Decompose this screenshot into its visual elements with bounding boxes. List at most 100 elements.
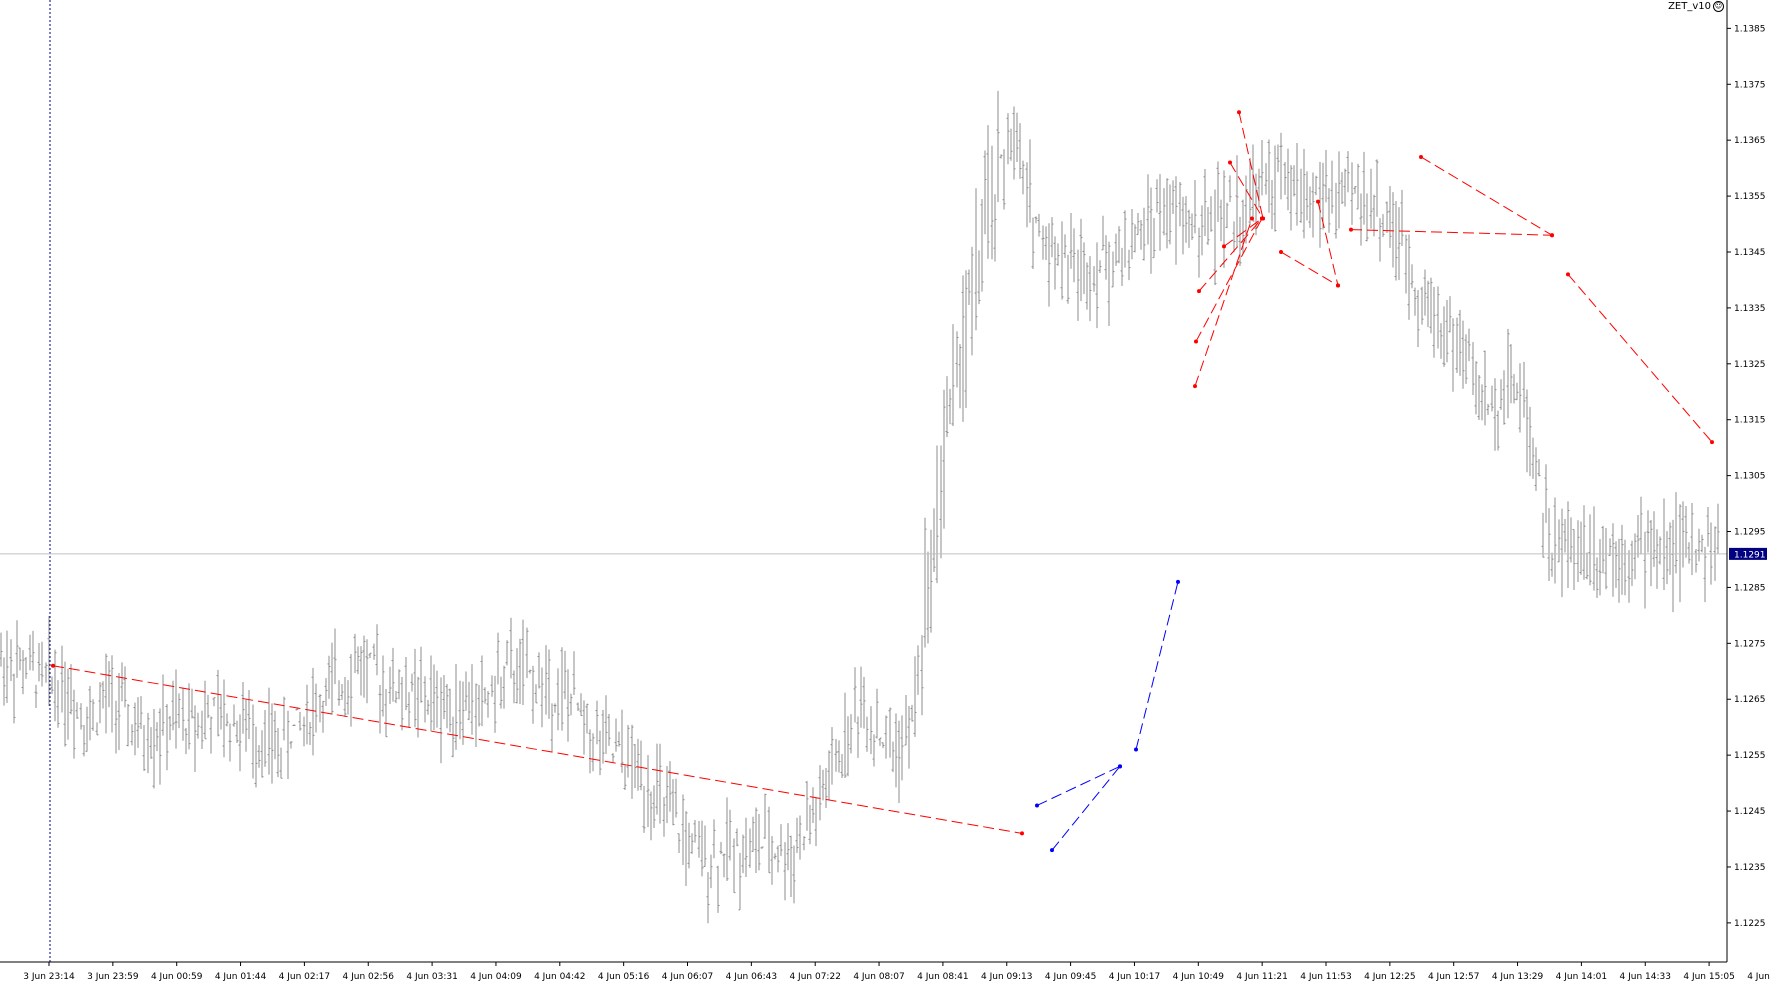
price-bar bbox=[1633, 533, 1637, 580]
price-bar bbox=[34, 684, 38, 709]
price-bar bbox=[617, 731, 621, 747]
time-axis[interactable]: 3 Jun 23:14 3 Jun 23:59 4 Jun 00:59 4 Jun 0… bbox=[0, 961, 1770, 982]
price-bar bbox=[958, 344, 962, 409]
time-tick-label: 4 Jun 08:07 bbox=[853, 972, 904, 982]
price-bar bbox=[1095, 242, 1099, 329]
price-bar bbox=[770, 836, 774, 885]
price-bar bbox=[540, 667, 544, 728]
price-bar bbox=[528, 669, 532, 674]
price-bar bbox=[620, 709, 624, 773]
price-bar bbox=[910, 704, 914, 722]
price-bar bbox=[703, 825, 707, 867]
price-bar bbox=[658, 743, 662, 824]
price-bar bbox=[1652, 511, 1656, 567]
price-bar bbox=[1286, 148, 1290, 211]
price-tick-label: 1.1385 bbox=[1734, 24, 1766, 34]
price-bar bbox=[859, 666, 863, 728]
price-bar bbox=[1407, 234, 1411, 320]
price-bar bbox=[486, 691, 490, 718]
pattern-point bbox=[1222, 244, 1226, 249]
pattern-point bbox=[1228, 160, 1232, 165]
price-bar bbox=[120, 662, 124, 702]
price-bar bbox=[646, 755, 650, 828]
price-bar bbox=[1028, 139, 1032, 223]
price-bar bbox=[232, 704, 236, 727]
price-bar bbox=[1451, 318, 1455, 392]
pattern-line bbox=[1198, 218, 1263, 292]
price-bar bbox=[1461, 320, 1465, 389]
price-bar bbox=[1445, 300, 1449, 363]
price-bar bbox=[1276, 144, 1280, 173]
price-bar bbox=[655, 743, 659, 815]
price-bar bbox=[744, 817, 748, 877]
price-bar bbox=[649, 791, 653, 841]
price-bar bbox=[1582, 505, 1586, 580]
price-bar bbox=[346, 680, 350, 715]
price-bar bbox=[149, 727, 153, 759]
price-bar bbox=[238, 714, 242, 772]
price-bar bbox=[1525, 389, 1529, 473]
pattern-point bbox=[1261, 216, 1265, 221]
price-bar bbox=[480, 655, 484, 727]
price-bar bbox=[1069, 212, 1073, 269]
price-bar bbox=[945, 376, 949, 438]
price-bar bbox=[467, 681, 471, 721]
price-bar bbox=[932, 508, 936, 572]
price-bar bbox=[171, 680, 175, 731]
current-price-tag: 1.1291 bbox=[1729, 547, 1767, 560]
price-bar bbox=[327, 655, 331, 699]
price-bar bbox=[1088, 256, 1092, 322]
price-bar bbox=[1534, 447, 1538, 491]
price-bar bbox=[1369, 168, 1373, 229]
price-bar bbox=[267, 687, 271, 775]
price-bar bbox=[550, 703, 554, 753]
price-bar bbox=[1273, 145, 1277, 232]
price-bar bbox=[1522, 361, 1526, 418]
price-bar bbox=[493, 675, 497, 733]
price-bar bbox=[856, 716, 860, 758]
time-tick-label: 4 Jun 09:13 bbox=[981, 972, 1032, 982]
price-bar bbox=[1248, 157, 1252, 226]
price-axis[interactable]: 1.1385 1.1375 1.1365 1.1355 1.1345 1.1335 1.13… bbox=[1726, 0, 1766, 962]
price-bar bbox=[1671, 519, 1675, 613]
price-bar bbox=[604, 695, 608, 754]
price-bar bbox=[82, 724, 86, 757]
price-bar bbox=[60, 645, 64, 713]
price-bar bbox=[1092, 266, 1096, 292]
price-bar bbox=[225, 713, 229, 727]
price-bar bbox=[1375, 159, 1379, 217]
price-bar bbox=[126, 703, 130, 747]
price-bar bbox=[725, 797, 729, 881]
time-tick-label: 4 Jun 15:37 bbox=[1747, 972, 1770, 982]
price-bar bbox=[1537, 459, 1541, 477]
price-bar bbox=[318, 694, 322, 723]
price-bar bbox=[955, 331, 959, 388]
price-bar bbox=[1264, 163, 1268, 195]
price-bar bbox=[1467, 328, 1471, 362]
price-bar bbox=[1343, 168, 1347, 207]
price-bar bbox=[477, 684, 481, 727]
price-bar bbox=[423, 676, 427, 723]
price-bar bbox=[72, 689, 76, 759]
price-bar bbox=[1279, 132, 1283, 200]
price-bar bbox=[537, 652, 541, 689]
price-bar bbox=[1021, 160, 1025, 195]
pattern-point bbox=[1250, 216, 1254, 221]
pattern-point bbox=[1194, 339, 1198, 344]
price-bar bbox=[235, 720, 239, 744]
price-bar bbox=[1477, 374, 1481, 420]
price-tick-label: 1.1305 bbox=[1734, 472, 1766, 482]
price-bar bbox=[1168, 184, 1172, 245]
price-bar bbox=[298, 711, 302, 731]
price-bar bbox=[668, 761, 672, 812]
price-tick-label: 1.1285 bbox=[1734, 583, 1766, 593]
price-bar bbox=[512, 670, 516, 704]
price-bar bbox=[502, 665, 506, 709]
price-bar bbox=[1617, 538, 1621, 603]
price-bar bbox=[1184, 196, 1188, 243]
pattern-line bbox=[1194, 218, 1253, 387]
price-bar bbox=[814, 797, 818, 847]
smiley-icon[interactable]: ☺ bbox=[1713, 1, 1724, 12]
